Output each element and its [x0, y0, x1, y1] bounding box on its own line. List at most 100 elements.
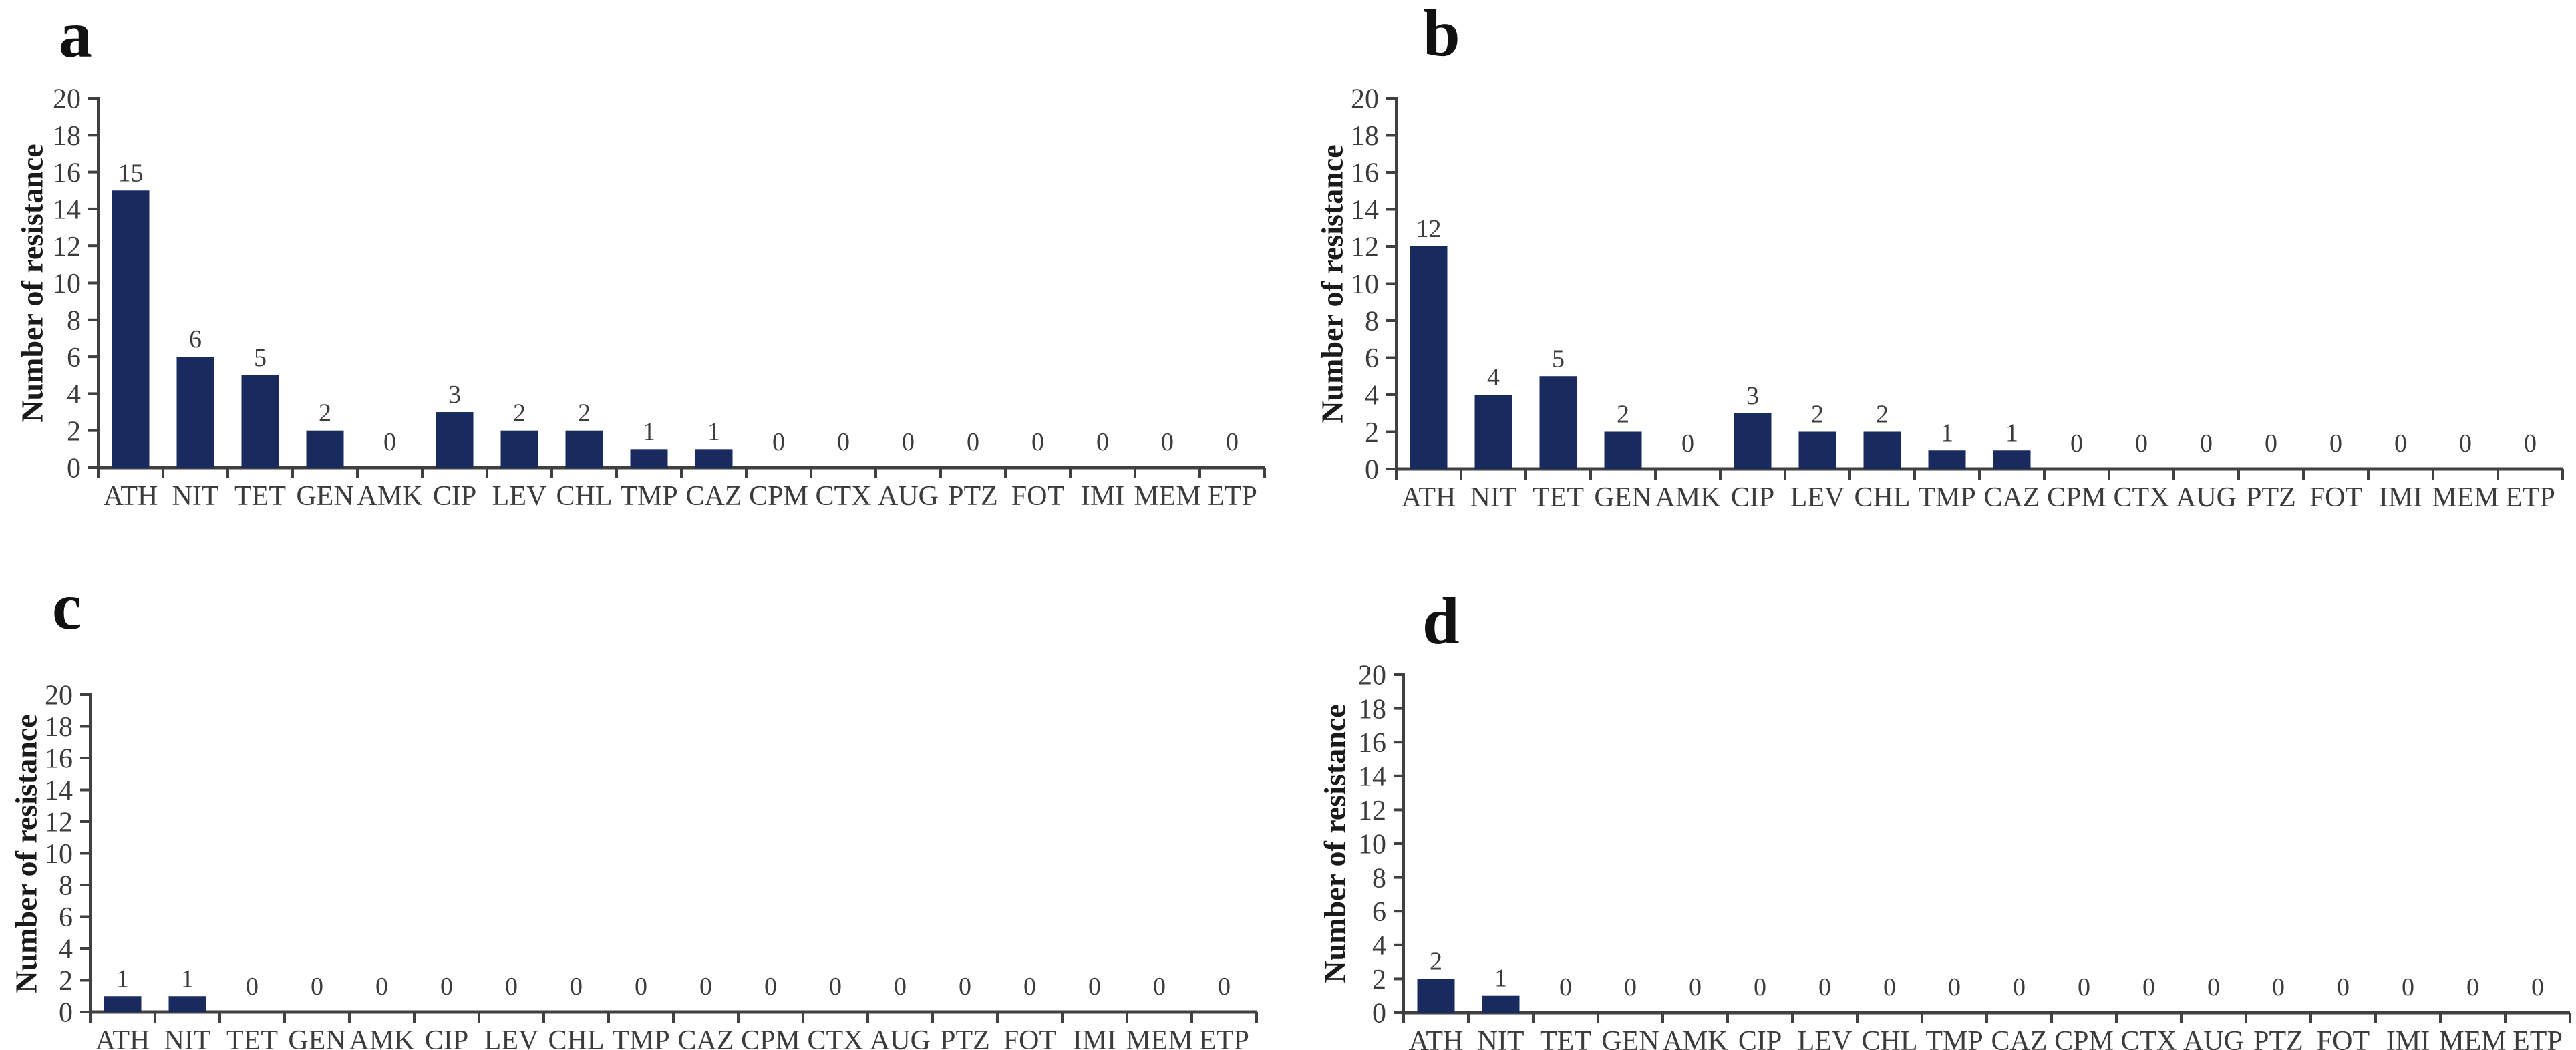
category-label-ctx: CTX: [808, 1025, 864, 1050]
y-tick-label: 18: [45, 712, 73, 743]
bar-caz: [695, 449, 733, 468]
bar-value-label: 0: [505, 973, 518, 1001]
y-tick-label: 18: [53, 121, 81, 152]
y-tick-label: 18: [1358, 694, 1386, 725]
chart-d: 024681012141618202ATH1NIT0TET0GEN0AMK0CI…: [1358, 661, 2571, 1050]
category-label-amk: AMK: [349, 1025, 414, 1050]
y-tick-label: 4: [1365, 381, 1379, 411]
y-tick-label: 10: [1351, 269, 1379, 300]
category-label-nit: NIT: [172, 481, 219, 512]
bar-value-label: 0: [2524, 429, 2537, 458]
category-label-ptz: PTZ: [2253, 1026, 2303, 1050]
category-label-tet: TET: [1540, 1026, 1591, 1050]
bar-value-label: 0: [635, 973, 647, 1001]
bar-cip: [436, 412, 474, 468]
y-tick-label: 20: [1351, 84, 1379, 115]
bar-value-label: 3: [448, 381, 461, 409]
bar-value-label: 0: [1218, 973, 1231, 1001]
bar-value-label: 1: [1494, 965, 1507, 993]
category-label-etp: ETP: [2505, 482, 2555, 513]
bar-value-label: 0: [2207, 973, 2220, 1001]
bar-ath: [1417, 979, 1455, 1013]
bar-value-label: 0: [2013, 973, 2026, 1001]
chart-a: 0246810121416182015ATH6NIT5TET2GEN0AMK3C…: [53, 84, 1266, 512]
category-label-cpm: CPM: [2047, 482, 2106, 513]
bar-value-label: 0: [837, 428, 850, 456]
category-label-mem: MEM: [2432, 482, 2499, 513]
panel-c: c Number of resistance 0 2 4 6 8 10 12 14 16 18 20…: [0, 525, 1288, 1050]
category-label-imi: IMI: [1073, 1025, 1116, 1050]
category-label-mem: MEM: [2439, 1026, 2506, 1050]
bar-tet: [241, 375, 279, 468]
y-tick-label: 8: [1365, 307, 1379, 337]
category-label-amk: AMK: [357, 481, 422, 512]
category-label-gen: GEN: [288, 1025, 345, 1050]
category-label-chl: CHL: [1855, 482, 1911, 513]
category-label-ath: ATH: [104, 481, 158, 512]
y-tick-label: 16: [1351, 158, 1379, 189]
y-tick-label: 6: [1372, 897, 1386, 928]
category-label-tmp: TMP: [620, 481, 677, 512]
bar-value-label: 0: [2070, 429, 2083, 458]
y-tick-label: 14: [53, 195, 81, 226]
bar-nit: [1482, 995, 1520, 1013]
y-tick-label: 20: [1358, 661, 1386, 691]
bar-gen: [1604, 431, 1642, 469]
bar-ath: [112, 190, 150, 468]
category-label-tet: TET: [234, 481, 286, 512]
panel-d: d Number of resistance 0 2 4 6 8 10 12 14 16 18 20…: [1288, 525, 2576, 1050]
bar-value-label: 0: [2329, 429, 2342, 458]
y-tick-label: 20: [45, 681, 73, 711]
y-tick-label: 20: [53, 84, 81, 115]
bar-value-label: 2: [1811, 401, 1824, 429]
y-tick-label: 8: [67, 306, 81, 337]
y-tick-label: 0: [1365, 455, 1379, 486]
panel-letter-b: b: [1423, 0, 1460, 70]
bar-gen: [306, 430, 344, 468]
category-label-imi: IMI: [1081, 481, 1124, 512]
y-tick-label: 12: [53, 232, 81, 262]
category-label-ptz: PTZ: [940, 1025, 990, 1050]
bar-value-label: 0: [772, 428, 785, 456]
category-label-etp: ETP: [1207, 481, 1257, 512]
bar-value-label: 3: [1746, 382, 1759, 410]
category-label-chl: CHL: [548, 1025, 605, 1050]
category-label-tmp: TMP: [612, 1025, 669, 1050]
bar-value-label: 0: [1096, 428, 1109, 456]
y-tick-label: 12: [1351, 232, 1379, 263]
y-tick-label: 10: [53, 269, 81, 299]
bar-value-label: 0: [1023, 973, 1036, 1001]
category-label-aug: AUG: [2176, 482, 2237, 513]
bar-value-label: 0: [1153, 973, 1166, 1001]
bar-value-label: 0: [1559, 973, 1572, 1001]
bar-value-label: 0: [2135, 429, 2148, 458]
category-label-nit: NIT: [1478, 1026, 1524, 1050]
bar-tmp: [1928, 450, 1966, 469]
panel-a: a Number of resistance 0 2 4 6 8 10 12 14 16 18 20…: [0, 0, 1288, 525]
category-label-ath: ATH: [1402, 482, 1456, 513]
y-tick-label: 4: [1372, 931, 1386, 962]
bar-value-label: 2: [319, 399, 331, 427]
y-tick-label: 8: [59, 871, 73, 902]
category-label-gen: GEN: [1601, 1026, 1659, 1050]
bar-value-label: 0: [1883, 973, 1896, 1001]
bar-value-label: 1: [1941, 419, 1953, 447]
bar-value-label: 0: [1689, 973, 1702, 1001]
category-label-cip: CIP: [425, 1025, 468, 1050]
bar-value-label: 0: [1624, 973, 1637, 1001]
bar-lev: [500, 430, 538, 468]
bar-chl: [1863, 431, 1901, 469]
y-tick-label: 14: [1351, 195, 1379, 226]
panel-letter-a: a: [59, 0, 92, 71]
chart-c: 024681012141618201ATH1NIT0TET0GEN0AMK0CI…: [45, 681, 1258, 1050]
category-label-ctx: CTX: [2114, 482, 2170, 513]
category-label-cip: CIP: [433, 481, 476, 512]
category-label-lev: LEV: [1798, 1026, 1853, 1050]
category-label-caz: CAZ: [686, 481, 742, 512]
category-label-ctx: CTX: [816, 481, 872, 512]
bar-value-label: 0: [1161, 428, 1174, 456]
category-label-chl: CHL: [556, 481, 613, 512]
bar-value-label: 0: [246, 973, 259, 1001]
bar-tmp: [630, 449, 668, 468]
category-label-ctx: CTX: [2121, 1026, 2177, 1050]
